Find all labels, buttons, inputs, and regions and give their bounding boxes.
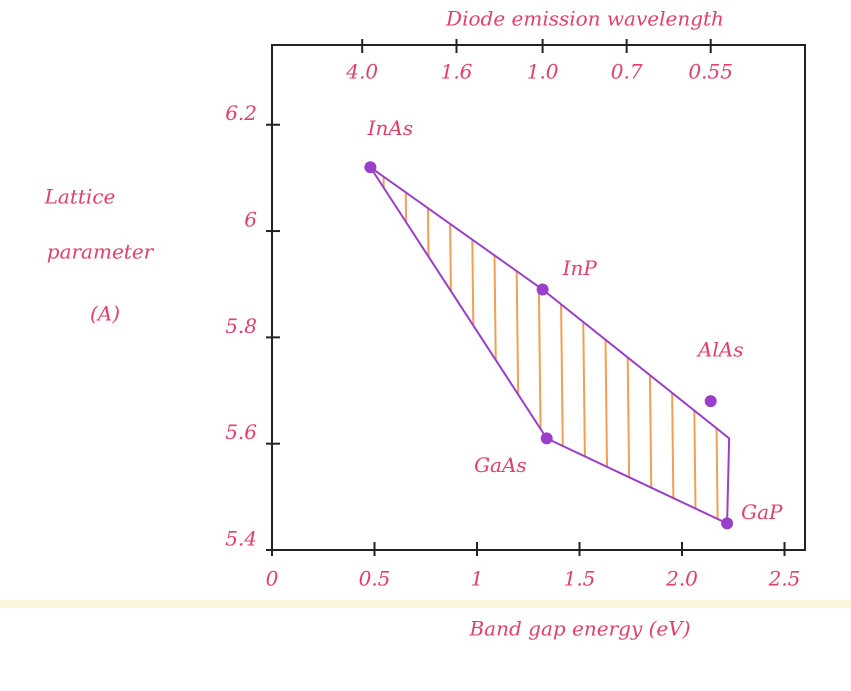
- hatch-line: [536, 45, 542, 550]
- data-point: [705, 395, 717, 407]
- top-tick-label: 1.0: [527, 60, 559, 84]
- y-tick-label: 5.4: [225, 527, 257, 551]
- hatch-line: [316, 45, 322, 550]
- hatch-line: [558, 45, 564, 550]
- hatch-line: [580, 45, 586, 550]
- point-label: InP: [562, 256, 598, 280]
- top-tick-label: 1.6: [441, 60, 473, 84]
- data-point: [541, 432, 553, 444]
- data-point: [537, 284, 549, 296]
- hatch-line: [360, 45, 366, 550]
- region-outline: [370, 167, 729, 523]
- y-tick-label: 6: [244, 208, 257, 232]
- point-label: AlAs: [696, 338, 744, 362]
- hatch-line: [646, 45, 652, 550]
- point-label: GaAs: [474, 453, 527, 477]
- hatch-line: [712, 45, 718, 550]
- hatch-line: [778, 45, 784, 550]
- x-tick-label: 1.5: [564, 567, 596, 591]
- y-tick-label: 6.2: [225, 101, 257, 125]
- x-axis-label: Band gap energy (eV): [468, 617, 690, 641]
- y-tick-label: 5.6: [225, 420, 257, 444]
- top-tick-label: 4.0: [345, 60, 378, 84]
- x-tick-label: 2.0: [665, 567, 698, 591]
- hatch-line: [756, 45, 762, 550]
- hatch-line: [668, 45, 674, 550]
- point-label: GaP: [741, 500, 783, 524]
- x-tick-label: 0.5: [359, 567, 391, 591]
- y-axis-label: (A): [90, 302, 120, 326]
- hatch-line: [734, 45, 740, 550]
- top-tick-label: 0.55: [688, 60, 733, 84]
- hatching: [272, 45, 806, 550]
- point-label: InAs: [367, 116, 414, 140]
- x-tick-label: 2.5: [768, 567, 801, 591]
- hatch-line: [294, 45, 300, 550]
- y-tick-label: 5.8: [225, 314, 257, 338]
- x-tick-label: 0: [266, 567, 279, 591]
- hatch-line: [338, 45, 344, 550]
- y-axis-label: Lattice: [44, 185, 116, 209]
- x-tick-label: 1: [471, 567, 484, 591]
- top-tick-label: 0.7: [611, 60, 643, 84]
- data-point: [721, 517, 733, 529]
- hatch-line: [602, 45, 608, 550]
- chart-title: Diode emission wavelength: [445, 7, 724, 31]
- y-axis-label: parameter: [47, 240, 155, 264]
- footer-band: [0, 600, 851, 608]
- chart: Diode emission wavelength Band gap energ…: [0, 0, 851, 691]
- hatch-line: [448, 45, 454, 550]
- hatch-line: [426, 45, 432, 550]
- data-point: [364, 161, 376, 173]
- hatch-line: [690, 45, 696, 550]
